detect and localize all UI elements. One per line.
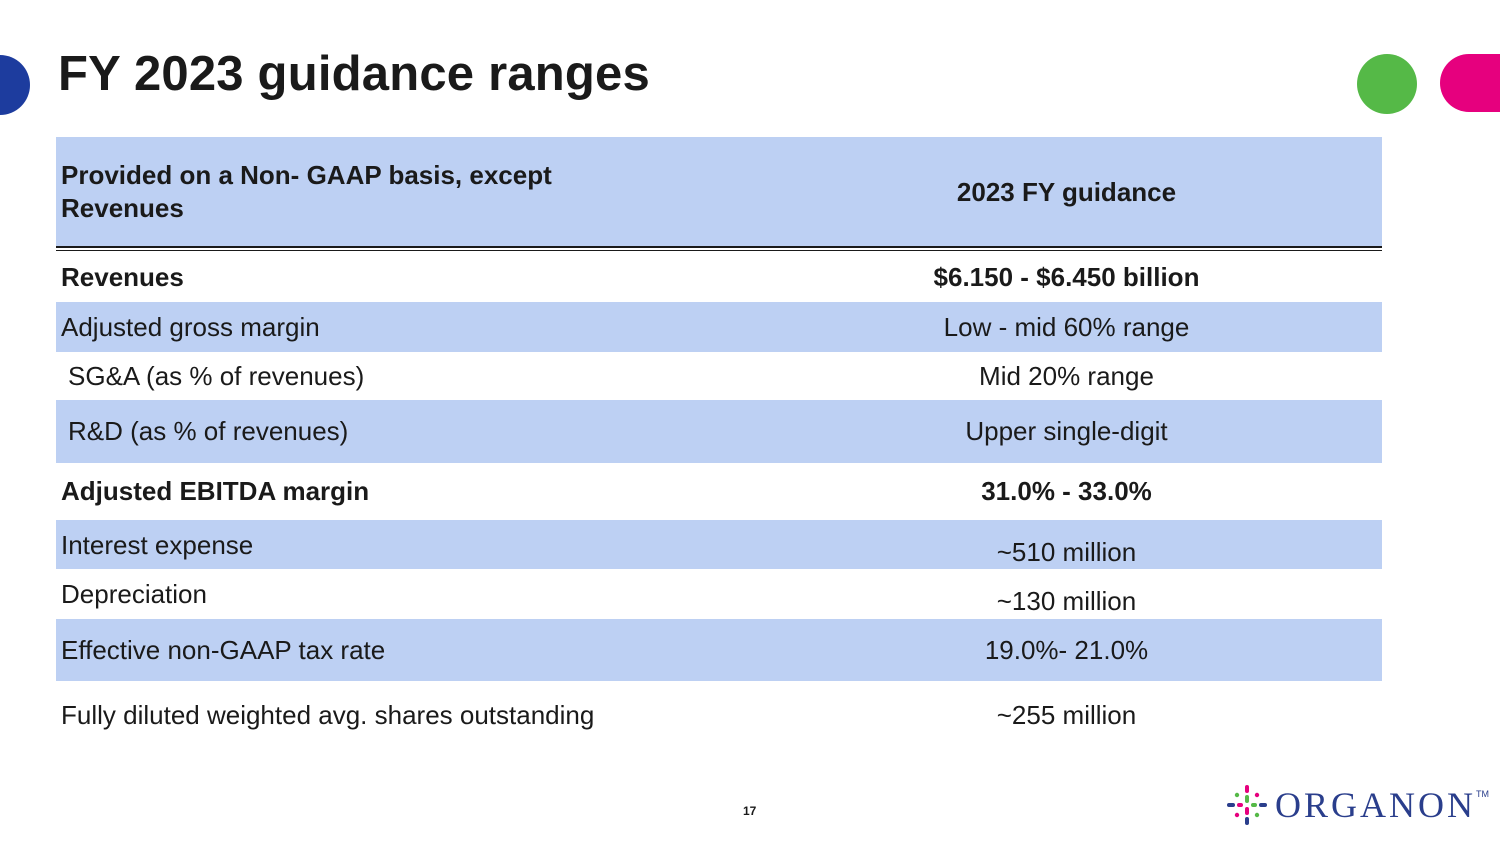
green-decorative-circle [1357,54,1417,114]
row-value: Mid 20% range [979,360,1154,391]
organon-logo: ORGANON TM [1225,783,1489,827]
organon-mark-icon [1227,785,1267,825]
row-value: Low - mid 60% range [943,311,1190,342]
logo-trademark: TM [1476,789,1489,799]
row-value: ~255 million [996,699,1137,730]
row-value: $6.150 - $6.450 billion [933,261,1200,292]
row-label: Fully diluted weighted avg. shares outst… [61,699,595,730]
table-row-revenues: Revenues $6.150 - $6.450 billion [56,252,1382,302]
slide-title: FY 2023 guidance ranges [58,47,650,101]
header-divider [56,246,1382,248]
table-row-interest: Interest expense ~510 million [56,520,1382,569]
table-row-ebitda: Adjusted EBITDA margin 31.0% - 33.0% [56,463,1382,520]
row-label: Adjusted gross margin [61,311,320,342]
row-label: Effective non-GAAP tax rate [61,634,386,665]
table-row-gross-margin: Adjusted gross margin Low - mid 60% rang… [56,302,1382,352]
table-row-rnd: R&D (as % of revenues) Upper single-digi… [56,400,1382,463]
table-header-row: Provided on a Non- GAAP basis, except Re… [56,137,1382,247]
row-value: 31.0% - 33.0% [981,476,1152,506]
table-row-tax-rate: Effective non-GAAP tax rate 19.0%- 21.0% [56,619,1382,681]
page-number: 17 [743,804,757,818]
row-label: Depreciation [61,579,207,609]
row-label: Revenues [61,261,184,292]
row-value: ~510 million [996,537,1137,567]
header-divider [56,250,1382,251]
logo-wordmark: ORGANON [1275,785,1476,825]
row-value: 19.0%- 21.0% [984,634,1149,665]
row-label: SG&A (as % of revenues) [68,360,365,391]
row-label: R&D (as % of revenues) [68,416,349,446]
row-label: Interest expense [61,530,254,560]
header-guidance-label: 2023 FY guidance [956,176,1177,207]
table-row-shares: Fully diluted weighted avg. shares outst… [56,687,1382,743]
row-label: Adjusted EBITDA margin [61,476,370,506]
pink-decorative-pill [1440,54,1500,112]
blue-decorative-circle [0,55,30,115]
table-row-sga: SG&A (as % of revenues) Mid 20% range [56,352,1382,400]
table-row-depreciation: Depreciation ~130 million [56,569,1382,619]
row-value: ~130 million [996,586,1137,616]
row-value: Upper single-digit [965,416,1168,446]
header-basis-label: Provided on a Non- GAAP basis, except Re… [61,160,552,223]
